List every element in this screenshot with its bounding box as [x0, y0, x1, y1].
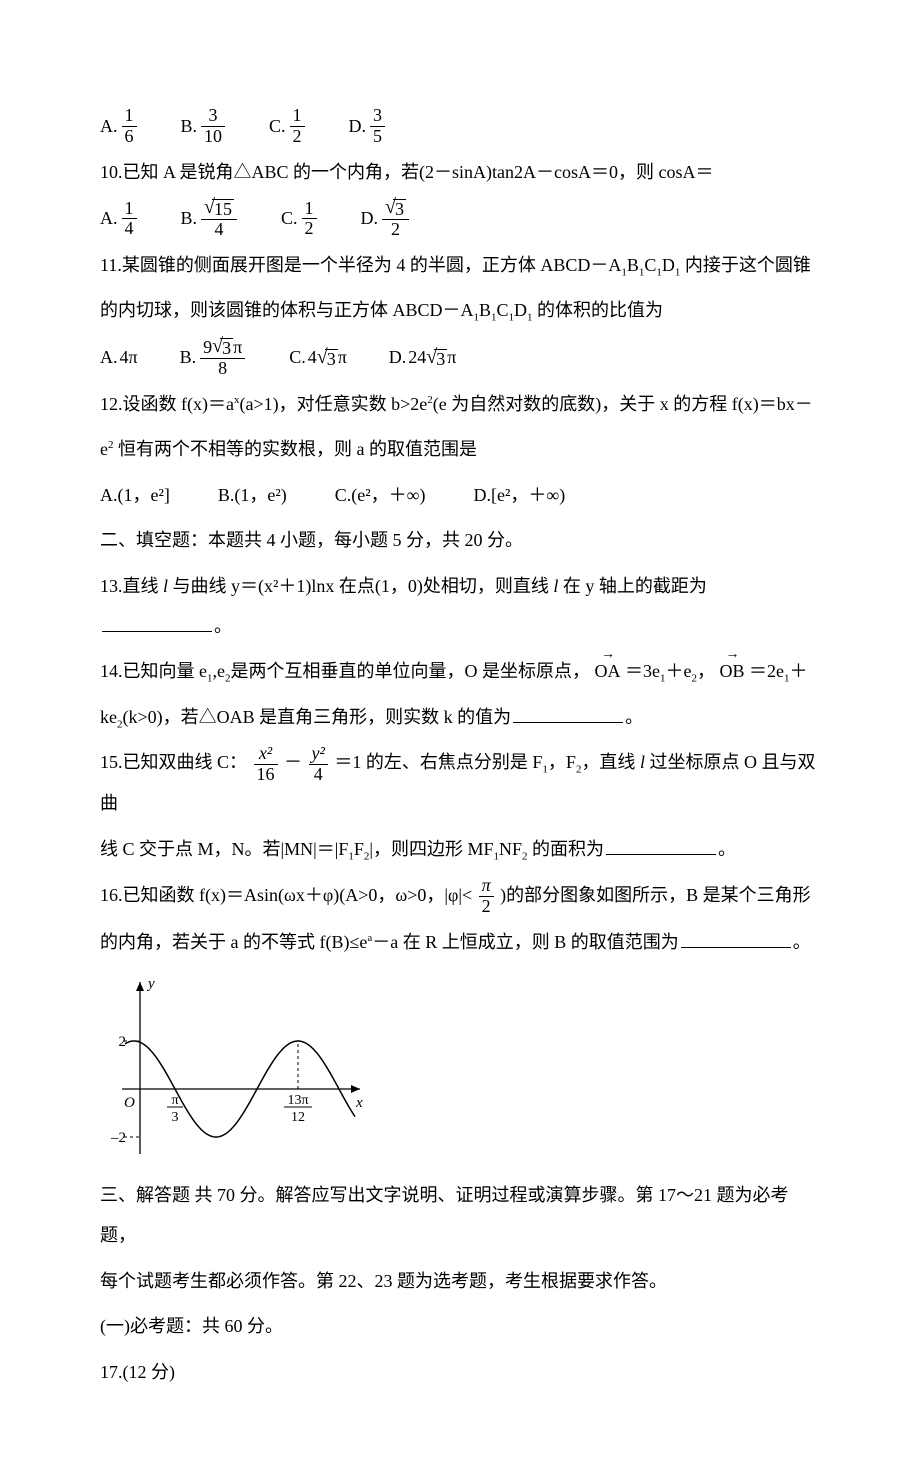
q12-opt-a: A.(1，e²]	[100, 476, 170, 516]
q12-opt-c: C.(e²，＋∞)	[335, 476, 426, 516]
section3-sub: (一)必考题：共 60 分。	[100, 1307, 820, 1347]
section2-heading: 二、填空题：本题共 4 小题，每小题 5 分，共 20 分。	[100, 521, 820, 561]
vector-icon: OA	[595, 652, 621, 692]
sine-graph-svg: y x O 2 –2 π 3 13π 12	[100, 974, 380, 1164]
section3-line1: 三、解答题 共 70 分。解答应写出文字说明、证明过程或演算步骤。第 17～21…	[100, 1176, 820, 1255]
q11-stem-line2: 的内切球，则该圆锥的体积与正方体 ABCD－A1B1C1D1 的体积的比值为	[100, 291, 820, 331]
svg-text:π: π	[171, 1093, 178, 1108]
fraction: 3 5	[370, 106, 385, 147]
svg-text:13π: 13π	[287, 1093, 308, 1108]
q10-opt-a: A. 1 4	[100, 199, 139, 240]
q11-stem-line1: 11.某圆锥的侧面展开图是一个半径为 4 的半圆，正方体 ABCD－A1B1C1…	[100, 246, 820, 286]
svg-text:y: y	[146, 976, 155, 992]
svg-text:2: 2	[119, 1034, 127, 1050]
q12-opt-b: B.(1，e²)	[218, 476, 287, 516]
q9-opt-c: C. 1 2	[269, 106, 307, 147]
fraction: 1 6	[122, 106, 137, 147]
sine-graph: y x O 2 –2 π 3 13π 12	[100, 974, 380, 1164]
q12-options: A.(1，e²] B.(1，e²) C.(e²，＋∞) D.[e²，＋∞)	[100, 476, 820, 516]
q9-opt-a: A. 1 6	[100, 106, 139, 147]
opt-label: A.	[100, 107, 118, 147]
q9-opt-d: D. 3 5	[349, 106, 388, 147]
q15-line2: 线 C 交于点 M，N。若|MN|＝|F1F2|，则四边形 MF1NF2 的面积…	[100, 830, 820, 870]
fill-blank	[102, 614, 212, 632]
q12-stem-line1: 12.设函数 f(x)＝ax(a>1)，对任意实数 b>2e2(e 为自然对数的…	[100, 385, 820, 425]
q11-options: A.4π B. 9√3π 8 C.4√3 π D.24√3 π	[100, 337, 820, 379]
svg-text:12: 12	[291, 1110, 305, 1125]
sqrt-icon: √3	[317, 348, 338, 368]
svg-text:3: 3	[172, 1110, 179, 1125]
fill-blank	[681, 930, 791, 948]
svg-text:x: x	[355, 1095, 363, 1111]
q10-opt-b: B. √15 4	[181, 198, 240, 240]
q14-line1: 14.已知向量 e1,e2是两个互相垂直的单位向量，O 是坐标原点， OA ＝3…	[100, 652, 820, 692]
fill-blank	[606, 837, 716, 855]
fraction: 3 10	[201, 106, 225, 147]
q16-line2: 的内角，若关于 a 的不等式 f(B)≤ea－a 在 R 上恒成立，则 B 的取…	[100, 923, 820, 963]
q9-opt-b: B. 3 10	[181, 106, 228, 147]
sqrt-icon: √3	[385, 198, 406, 218]
sqrt-icon: √15	[204, 198, 234, 218]
q10-stem: 10.已知 A 是锐角△ABC 的一个内角，若(2－sinA)tan2A－cos…	[100, 153, 820, 193]
vector-icon: OB	[720, 652, 745, 692]
fraction: 1 2	[290, 106, 305, 147]
q12-opt-d: D.[e²，＋∞)	[473, 476, 565, 516]
sqrt-icon: √3	[426, 348, 447, 368]
q9-options: A. 1 6 B. 3 10 C. 1 2 D. 3 5	[100, 106, 820, 147]
q11-opt-b: B. 9√3π 8	[180, 337, 248, 379]
q15-line1: 15.已知双曲线 C： x² 16 － y² 4 ＝1 的左、右焦点分别是 F1…	[100, 743, 820, 824]
q11-opt-a: A.4π	[100, 338, 138, 378]
opt-label: B.	[181, 107, 198, 147]
section3-line2: 每个试题考生都必须作答。第 22、23 题为选考题，考生根据要求作答。	[100, 1262, 820, 1302]
opt-label: C.	[269, 107, 286, 147]
q11-opt-c: C.4√3 π	[289, 338, 347, 378]
q12-stem-line2: e2 恒有两个不相等的实数根，则 a 的取值范围是	[100, 430, 820, 470]
q17-heading: 17.(12 分)	[100, 1353, 820, 1393]
q16-line1: 16.已知函数 f(x)＝Asin(ωx＋φ)(A>0，ω>0，|φ|< π 2…	[100, 876, 820, 917]
q13: 13.直线 l 与曲线 y＝(x²＋1)lnx 在点(1，0)处相切，则直线 l…	[100, 567, 820, 646]
q10-options: A. 1 4 B. √15 4 C. 1 2 D. √3 2	[100, 198, 820, 240]
svg-text:O: O	[124, 1095, 135, 1111]
svg-text:–2: –2	[110, 1130, 126, 1146]
fill-blank	[513, 705, 623, 723]
q10-opt-d: D. √3 2	[361, 198, 411, 240]
sqrt-icon: √3	[212, 337, 233, 357]
q10-opt-c: C. 1 2	[281, 199, 319, 240]
opt-label: D.	[349, 107, 367, 147]
q11-opt-d: D.24√3 π	[389, 338, 457, 378]
q14-line2: ke2(k>0)，若△OAB 是直角三角形，则实数 k 的值为。	[100, 698, 820, 738]
